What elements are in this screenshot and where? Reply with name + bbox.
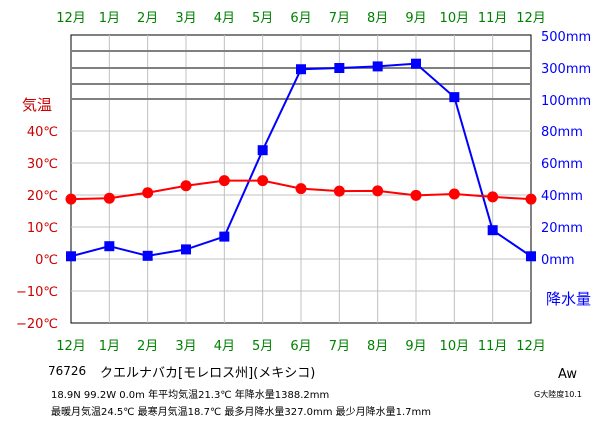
- temperature-series: [65, 175, 537, 205]
- top-month-labels: 12月 1月 2月 3月 4月 5月 6月 7月 8月 9月 10月 11月 12月: [56, 11, 546, 26]
- temperature-point: [525, 193, 537, 205]
- month-label: 5月: [252, 339, 273, 354]
- month-label: 7月: [329, 339, 350, 354]
- month-label: 12月: [516, 11, 546, 26]
- precipitation-point: [257, 145, 268, 156]
- bottom-month-labels: 12月 1月 2月 3月 4月 5月 6月 7月 8月 9月 10月 11月 12月: [56, 339, 546, 354]
- temperature-point: [142, 187, 154, 199]
- month-label: 6月: [290, 11, 311, 26]
- month-label: 10月: [440, 339, 470, 354]
- precipitation-tick-label: 0mm: [541, 253, 575, 268]
- month-label: 1月: [99, 339, 120, 354]
- month-label: 2月: [137, 11, 158, 26]
- month-label: 4月: [214, 11, 235, 26]
- temperature-axis-label: 気温: [22, 96, 52, 114]
- temperature-tick-label: 0℃: [35, 253, 58, 268]
- month-label: 5月: [252, 11, 273, 26]
- precipitation-point: [104, 241, 115, 252]
- temperature-tick-label: 40℃: [27, 125, 58, 140]
- precipitation-tick-label: 500mm: [541, 30, 591, 45]
- precipitation-point: [66, 251, 76, 262]
- temperature-point: [257, 175, 269, 187]
- month-label: 12月: [516, 339, 546, 354]
- temperature-tick-label: 10℃: [27, 221, 58, 236]
- month-label: 12月: [56, 339, 86, 354]
- month-label: 8月: [367, 11, 388, 26]
- temperature-point: [103, 192, 115, 204]
- temperature-point: [333, 185, 345, 197]
- temperature-tick-label: 30℃: [27, 157, 58, 172]
- temperature-point: [180, 180, 192, 192]
- month-label: 11月: [478, 11, 508, 26]
- temperature-axis-ticks: 40℃ 30℃ 20℃ 10℃ 0℃ −10℃ −20℃: [16, 125, 58, 332]
- month-label: 3月: [175, 11, 196, 26]
- station-info-line2: 最暖月気温24.5℃ 最寒月気温18.7℃ 最多月降水量327.0mm 最少月降…: [51, 407, 432, 418]
- station-id: 76726: [48, 364, 87, 378]
- month-label: 4月: [214, 339, 235, 354]
- precipitation-axis-ticks: 500mm 300mm 100mm 80mm 60mm 40mm 20mm 0mm: [541, 30, 591, 268]
- precipitation-point: [487, 225, 498, 236]
- month-label: 12月: [56, 11, 86, 26]
- month-label: 1月: [99, 11, 120, 26]
- month-label: 10月: [440, 11, 470, 26]
- station-name: クエルナバカ[モレロス州](メキシコ): [100, 366, 316, 381]
- precipitation-tick-label: 100mm: [541, 94, 591, 109]
- precipitation-point: [526, 251, 536, 262]
- precipitation-point: [181, 244, 191, 255]
- temperature-tick-label: −20℃: [16, 317, 58, 332]
- chart-grid: [70, 34, 532, 324]
- month-label: 9月: [405, 11, 426, 26]
- month-label: 8月: [367, 339, 388, 354]
- precipitation-tick-label: 80mm: [541, 125, 583, 140]
- climate-type: Aw: [558, 367, 577, 382]
- month-label: 9月: [405, 339, 426, 354]
- temperature-point: [410, 189, 422, 201]
- precipitation-point: [219, 231, 230, 242]
- month-label: 3月: [175, 339, 196, 354]
- temperature-point: [448, 188, 460, 200]
- continentality-tag: G大陸度10.1: [534, 390, 583, 399]
- precipitation-point: [372, 61, 383, 72]
- temperature-tick-label: 20℃: [27, 189, 58, 204]
- month-label: 6月: [290, 339, 311, 354]
- precipitation-axis-label: 降水量: [546, 290, 591, 308]
- temperature-point: [372, 185, 384, 197]
- temperature-point: [295, 183, 307, 195]
- precipitation-tick-label: 300mm: [541, 62, 591, 77]
- temperature-tick-label: −10℃: [16, 285, 58, 300]
- precipitation-point: [334, 63, 345, 73]
- station-info-line1: 18.9N 99.2W 0.0m 年平均気温21.3℃ 年降水量1388.2mm: [51, 390, 330, 401]
- precipitation-tick-label: 60mm: [541, 157, 583, 172]
- temperature-point: [218, 175, 230, 187]
- precipitation-tick-label: 40mm: [541, 189, 583, 204]
- month-label: 7月: [329, 11, 350, 26]
- precipitation-series: [66, 58, 536, 262]
- month-label: 11月: [478, 339, 508, 354]
- precipitation-point: [411, 58, 421, 69]
- month-label: 2月: [137, 339, 158, 354]
- precipitation-tick-label: 20mm: [541, 221, 583, 236]
- temperature-point: [487, 191, 499, 203]
- precipitation-point: [296, 64, 306, 75]
- precipitation-point: [449, 92, 460, 103]
- precipitation-point: [142, 250, 153, 261]
- temperature-point: [65, 193, 77, 205]
